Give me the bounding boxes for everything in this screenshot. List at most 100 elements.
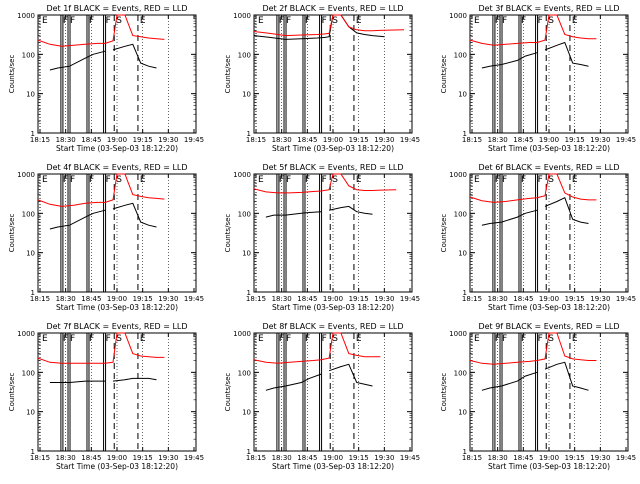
x-tick-label: 19:30 [590,295,610,303]
x-tick-label: 18:15 [30,454,50,462]
y-tick-label: 100 [22,369,35,377]
x-tick-label: 18:30 [56,136,76,144]
marker-label: F [63,175,68,185]
marker-label: E [42,334,48,344]
marker-label: F [502,16,507,26]
marker-label: E [258,334,264,344]
marker-label: S [116,16,122,26]
chart-panel-2: Det 2f BLACK = Events, RED = LLD 1 10 100 10… [224,4,420,153]
marker-label: F [538,175,543,185]
x-tick-label: 18:30 [488,295,508,303]
marker-label: F [286,175,291,185]
chart-panel-1: Det 1f BLACK = Events, RED = LLD 1 10 100 10… [8,4,204,153]
y-axis-label: Counts/sec [440,55,448,94]
marker-label: S [116,175,122,185]
x-tick-label: 18:15 [30,295,50,303]
x-tick-label: 18:15 [246,454,266,462]
marker-label: F [502,334,507,344]
x-tick-label: 18:45 [297,295,317,303]
lld-series-line [253,14,405,37]
x-tick-label: 19:00 [323,454,343,462]
y-tick-label: 1000 [233,330,251,338]
x-tick-label: 18:15 [246,295,266,303]
lld-series-line [37,332,165,364]
x-tick-label: 19:00 [107,454,127,462]
y-tick-label: 1000 [449,171,467,179]
x-tick-label: 18:30 [56,295,76,303]
events-series-line [481,361,589,391]
marker-label: F [286,334,291,344]
marker-label: E [474,334,480,344]
marker-label: F [70,334,75,344]
marker-label: S [332,16,338,26]
x-tick-label: 19:00 [107,136,127,144]
y-tick-label: 1 [463,448,467,456]
marker-label: E [356,16,362,26]
events-series-line [481,197,589,226]
plot-frame [253,332,413,452]
chart-title: Det 5f BLACK = Events, RED = LLD [262,163,403,172]
x-tick-label: 19:00 [107,295,127,303]
marker-label: F [495,175,500,185]
marker-label: F [305,16,310,26]
marker-label: F [89,175,94,185]
y-tick-label: 10 [26,91,35,99]
x-tick-label: 18:45 [513,136,533,144]
x-tick-label: 18:15 [30,136,50,144]
chart-title: Det 4f BLACK = Events, RED = LLD [46,163,187,172]
chart-panel-7: Det 7f BLACK = Events, RED = LLD 1 10 100 10… [8,322,204,471]
y-tick-label: 1000 [17,12,35,20]
chart-title: Det 1f BLACK = Events, RED = LLD [46,4,187,13]
y-axis-label: Counts/sec [224,373,232,412]
plot-frame [37,173,197,293]
y-tick-label: 1000 [17,171,35,179]
chart-title: Det 6f BLACK = Events, RED = LLD [478,163,619,172]
x-tick-label: 19:00 [539,136,559,144]
y-tick-label: 1 [31,448,35,456]
x-axis-label: Start Time (03-Sep-03 18:12:20) [272,144,394,153]
events-series-line [265,363,373,391]
events-series-line [481,41,589,69]
lld-series-line [469,173,597,203]
plot-frame [469,173,629,293]
x-tick-label: 18:30 [272,136,292,144]
plot-frame [37,14,197,134]
x-tick-label: 19:45 [616,454,636,462]
lld-series-line [253,173,397,194]
x-tick-label: 18:45 [81,454,101,462]
plot-frame [37,332,197,452]
marker-label: F [521,175,526,185]
marker-label: E [474,16,480,26]
y-tick-label: 10 [26,409,35,417]
marker-label: F [286,16,291,26]
marker-label: F [495,16,500,26]
lld-series-line [37,14,165,47]
marker-label: E [140,175,146,185]
marker-label: F [279,16,284,26]
x-axis-label: Start Time (03-Sep-03 18:12:20) [488,462,610,471]
marker-label: F [322,16,327,26]
x-axis-label: Start Time (03-Sep-03 18:12:20) [488,303,610,312]
x-axis-label: Start Time (03-Sep-03 18:12:20) [272,462,394,471]
y-axis-label: Counts/sec [224,55,232,94]
x-tick-label: 19:15 [133,295,153,303]
y-tick-label: 1000 [233,171,251,179]
x-tick-label: 19:30 [158,454,178,462]
x-tick-label: 18:45 [297,136,317,144]
plot-frame [469,14,629,134]
y-tick-label: 1000 [233,12,251,20]
y-tick-label: 10 [26,250,35,258]
chart-title: Det 2f BLACK = Events, RED = LLD [262,4,403,13]
marker-label: E [572,175,578,185]
plot-frame [253,173,413,293]
x-tick-label: 19:15 [349,295,369,303]
marker-label: S [548,175,554,185]
marker-label: F [70,16,75,26]
chart-title: Det 7f BLACK = Events, RED = LLD [46,322,187,331]
marker-label: F [538,16,543,26]
marker-label: F [106,16,111,26]
marker-label: F [305,334,310,344]
x-tick-label: 19:45 [184,295,204,303]
y-tick-label: 10 [242,250,251,258]
